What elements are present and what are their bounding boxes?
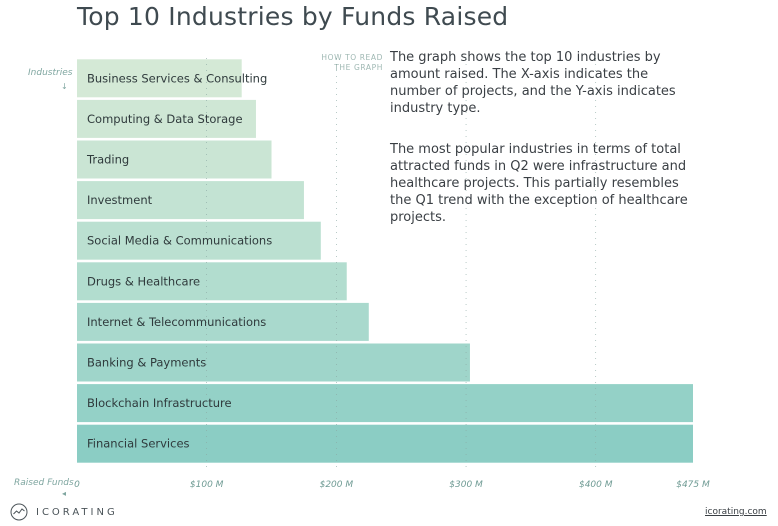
y-axis-arrow-icon: ↓ xyxy=(61,82,68,91)
category-label: Social Media & Communications xyxy=(87,234,272,248)
bar xyxy=(77,140,272,179)
x-tick-label: $300 M xyxy=(449,480,483,490)
brand-mark-icon xyxy=(10,503,28,521)
bar xyxy=(77,424,693,463)
category-label: Trading xyxy=(86,153,129,167)
category-label: Business Services & Consulting xyxy=(87,71,267,85)
description-paragraph-2: The most popular industries in terms of … xyxy=(390,142,688,225)
x-tick-label: $200 M xyxy=(320,480,354,490)
bar xyxy=(77,181,304,220)
category-label: Investment xyxy=(87,193,153,207)
bar xyxy=(77,221,321,260)
category-label: Internet & Telecommunications xyxy=(87,315,266,329)
category-label: Blockchain Infrastructure xyxy=(87,396,232,410)
x-tick-label: $100 M xyxy=(190,480,224,490)
bar xyxy=(77,343,470,382)
x-axis-label: Raised Funds xyxy=(14,478,74,488)
brand-logo: ICORATING xyxy=(10,503,118,521)
brand-name: ICORATING xyxy=(36,506,118,518)
x-tick-label: 0 xyxy=(74,480,80,490)
x-axis-arrow-icon: ◂ xyxy=(62,489,67,498)
bar xyxy=(77,262,347,301)
bar xyxy=(77,99,256,138)
category-label: Financial Services xyxy=(87,437,190,451)
site-link[interactable]: icorating.com xyxy=(705,507,767,517)
x-tick-label: $475 M xyxy=(676,480,710,490)
how-to-read-label: HOW TO READ THE GRAPH xyxy=(321,53,383,72)
category-label: Banking & Payments xyxy=(87,356,206,370)
bar xyxy=(77,59,242,98)
bar xyxy=(77,384,693,423)
category-label: Computing & Data Storage xyxy=(87,112,243,126)
y-axis-label: Industries xyxy=(28,68,73,78)
bar xyxy=(77,302,369,341)
chart-title: Top 10 Industries by Funds Raised xyxy=(77,2,509,31)
category-label: Drugs & Healthcare xyxy=(87,274,200,288)
x-tick-label: $400 M xyxy=(579,480,613,490)
description-paragraph-1: The graph shows the top 10 industries by… xyxy=(390,50,676,116)
